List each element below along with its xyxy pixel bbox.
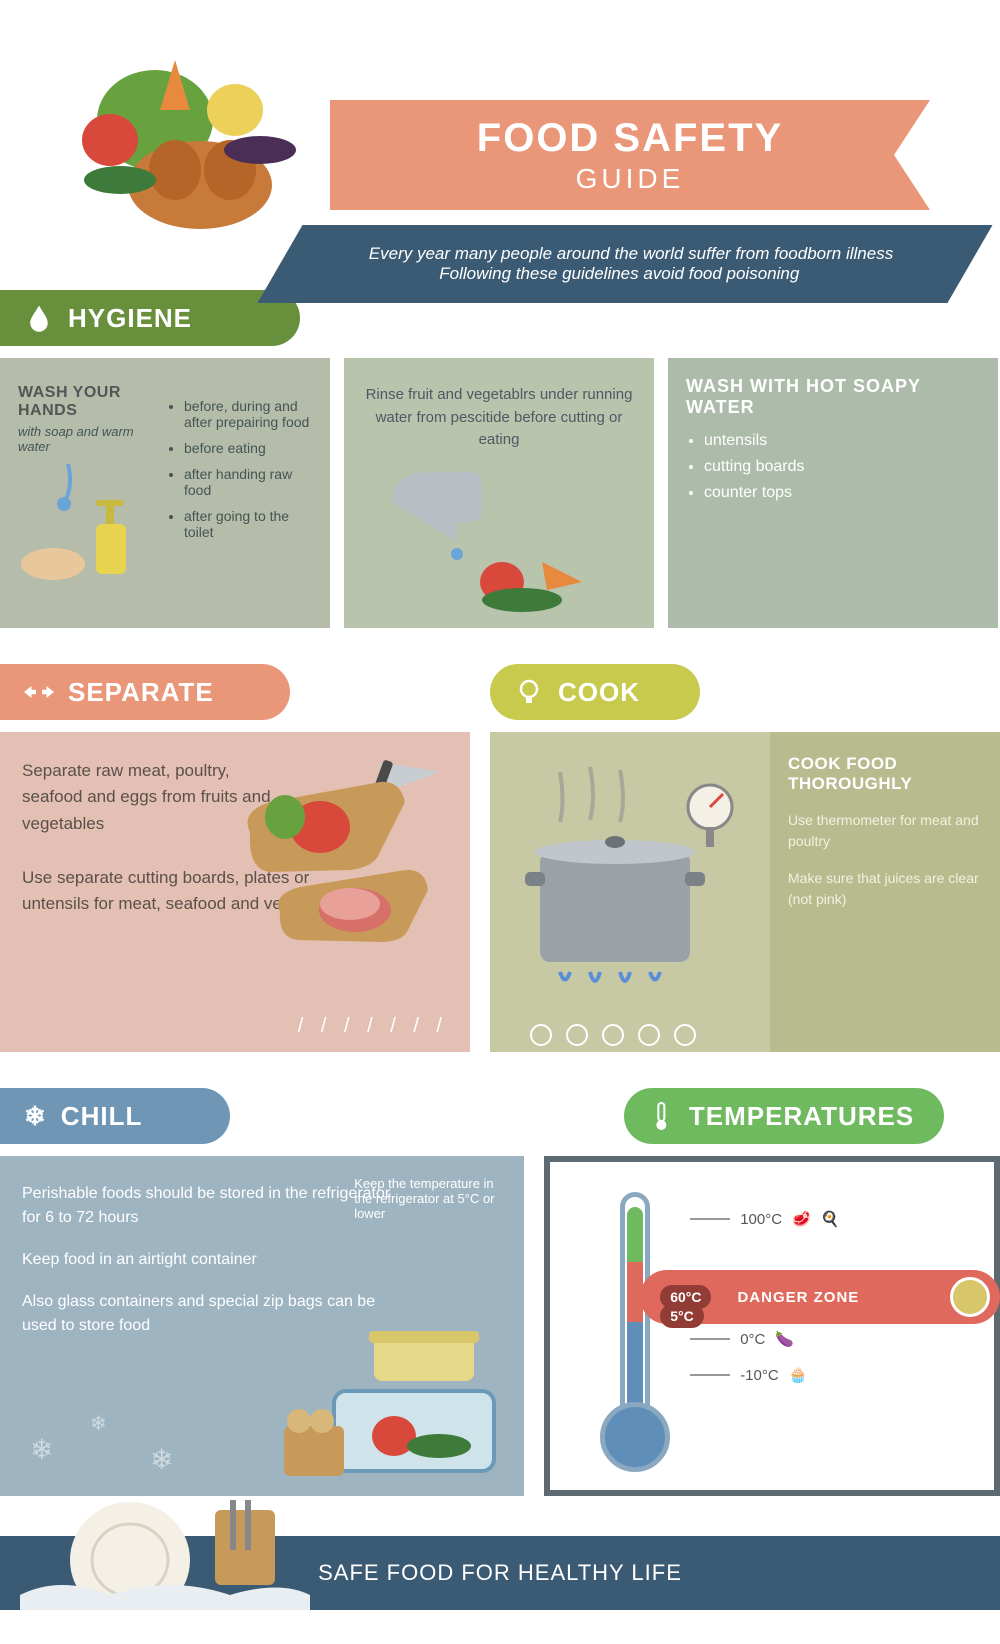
intro-line-1: Every year many people around the world … xyxy=(369,244,893,264)
bacteria-icon xyxy=(950,1277,990,1317)
chill-p2: Keep food in an airtight container xyxy=(22,1248,402,1272)
chill-temp-row: ❄ CHILL Perishable foods should be store… xyxy=(0,1088,1000,1496)
cook-section: COOK xyxy=(490,664,1000,1052)
dot-decoration xyxy=(530,1024,750,1046)
eggplant-icon: 🍆 xyxy=(775,1330,794,1348)
thermometer-icon xyxy=(648,1101,675,1131)
cook-title: COOK FOOD THOROUGHLY xyxy=(788,754,982,794)
title-ribbon: FOOD SAFETY GUIDE xyxy=(330,100,930,210)
thermometer-graphic xyxy=(600,1192,670,1472)
cook-p1: Use thermometer for meat and poultry xyxy=(788,810,982,852)
temp-badge: 5°C xyxy=(660,1304,704,1328)
bulb-icon xyxy=(514,677,544,707)
chill-text: CHILL xyxy=(61,1101,143,1132)
subtitle: GUIDE xyxy=(576,163,685,195)
intro-line-2: Following these guidelines avoid food po… xyxy=(439,264,799,284)
bullet: cutting boards xyxy=(704,458,980,476)
temp-mark: -10°C xyxy=(740,1367,779,1384)
separate-text: SEPARATE xyxy=(68,677,214,708)
wash-hands-bullets: before, during and after prepairing food… xyxy=(166,388,312,594)
meat-icon: 🥩 xyxy=(792,1210,811,1228)
chill-label: ❄ CHILL xyxy=(0,1088,230,1144)
temperatures-label: TEMPERATURES xyxy=(624,1088,944,1144)
temperatures-text: TEMPERATURES xyxy=(689,1101,914,1132)
chill-p1: Perishable foods should be stored in the… xyxy=(22,1182,402,1230)
snowflake-icon: ❄ xyxy=(30,1433,53,1466)
bullet: counter tops xyxy=(704,484,980,502)
cook-label: COOK xyxy=(490,664,700,720)
egg-icon: 🍳 xyxy=(821,1210,840,1228)
chill-card: Perishable foods should be stored in the… xyxy=(0,1156,524,1496)
bullet: after going to the toilet xyxy=(184,508,312,540)
bullet: before eating xyxy=(184,440,312,456)
temp-mark: 100°C xyxy=(740,1211,782,1228)
food-illustration-icon xyxy=(60,40,320,240)
header: FOOD SAFETY GUIDE Every year many people… xyxy=(0,30,1000,260)
pot-icon xyxy=(510,752,750,1012)
snowflake-icon: ❄ xyxy=(24,1101,47,1132)
separate-card: Separate raw meat, poultry, seafood and … xyxy=(0,732,470,1052)
separate-label: SEPARATE xyxy=(0,664,290,720)
soapy-bullets: untensils cutting boards counter tops xyxy=(686,432,980,502)
hygiene-row: WASH YOUR HANDS with soap and warm water… xyxy=(0,358,1000,628)
separate-cook-row: SEPARATE Separate raw meat, poultry, sea… xyxy=(0,664,1000,1052)
containers-icon xyxy=(274,1316,504,1486)
temp-mark: 0°C xyxy=(740,1331,765,1348)
bullet: after handing raw food xyxy=(184,466,312,498)
cook-card: COOK FOOD THOROUGHLY Use thermometer for… xyxy=(490,732,1000,1052)
danger-zone-label: DANGER ZONE xyxy=(737,1289,859,1306)
soapy-title: WASH WITH HOT SOAPY WATER xyxy=(686,376,980,418)
hygiene-card-wash-hands: WASH YOUR HANDS with soap and warm water… xyxy=(0,358,330,628)
bubbles-icon: ○ ○ ○○ ○ xyxy=(938,8,990,60)
hands-soap-icon xyxy=(18,454,138,594)
faucet-veggies-icon xyxy=(362,462,622,612)
droplet-icon xyxy=(24,303,54,333)
cook-illustration-area xyxy=(490,732,770,1052)
wash-hands-title: WASH YOUR HANDS xyxy=(18,384,148,420)
cupcake-icon: 🧁 xyxy=(789,1366,808,1384)
chill-side-note: Keep the temperature in the refrigerator… xyxy=(354,1176,504,1221)
intro-strip: Every year many people around the world … xyxy=(257,225,992,303)
wash-hands-sub: with soap and warm water xyxy=(18,424,148,454)
slash-decoration: / / / / / / / xyxy=(298,1015,448,1038)
infographic-page: FOOD SAFETY GUIDE Every year many people… xyxy=(0,0,1000,1610)
cook-text-panel: COOK FOOD THOROUGHLY Use thermometer for… xyxy=(770,732,1000,1052)
temperatures-card: 100°C 🥩 🍳 0°C 🍆 -10°C 🧁 60°C DANGER ZONE… xyxy=(544,1156,1000,1496)
main-title: FOOD SAFETY xyxy=(477,116,783,161)
hygiene-card-soapy: ○ ○ ○○ ○ WASH WITH HOT SOAPY WATER unten… xyxy=(668,358,998,628)
bullet: untensils xyxy=(704,432,980,450)
cook-text: COOK xyxy=(558,677,640,708)
chill-section: ❄ CHILL Perishable foods should be store… xyxy=(0,1088,524,1496)
cook-p2: Make sure that juices are clear (not pin… xyxy=(788,868,982,910)
danger-zone-bar: 60°C DANGER ZONE 5°C xyxy=(640,1270,1000,1324)
hygiene-card-rinse: Rinse fruit and vegetablrs under running… xyxy=(344,358,654,628)
snowflake-icon: ❄ xyxy=(150,1443,173,1476)
hygiene-label: HYGIENE xyxy=(0,290,300,346)
bullet: before, during and after prepairing food xyxy=(184,398,312,430)
arrows-icon xyxy=(24,677,54,707)
dishes-icon xyxy=(20,1500,310,1610)
footer-text: SAFE FOOD FOR HEALTHY LIFE xyxy=(318,1560,682,1585)
hygiene-text: HYGIENE xyxy=(68,303,192,334)
snowflake-icon: ❄ xyxy=(90,1411,107,1436)
cutting-boards-icon xyxy=(230,752,450,942)
temperatures-section: TEMPERATURES 100°C 🥩 🍳 0°C 🍆 -10°C 🧁 xyxy=(544,1088,1000,1496)
separate-section: SEPARATE Separate raw meat, poultry, sea… xyxy=(0,664,470,1052)
rinse-text: Rinse fruit and vegetablrs under running… xyxy=(362,384,636,452)
